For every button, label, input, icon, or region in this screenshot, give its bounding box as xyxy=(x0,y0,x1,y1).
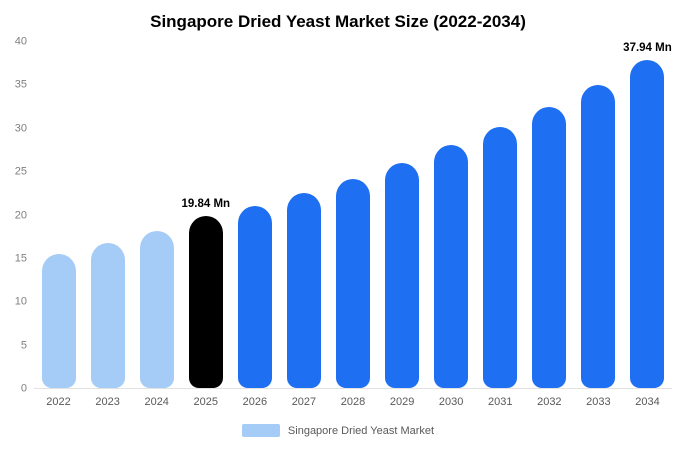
bar-2025 xyxy=(188,216,223,388)
plot-area: 19.84 Mn 37.94 Mn xyxy=(34,42,672,389)
bar-2026 xyxy=(237,206,272,388)
value-label: 19.84 Mn xyxy=(181,198,231,211)
x-axis-label: 2023 xyxy=(95,396,120,408)
bar-2033 xyxy=(581,85,616,388)
bar-column xyxy=(574,42,623,388)
bar-2028 xyxy=(336,178,370,388)
chart-title: Singapore Dried Yeast Market Size (2022-… xyxy=(150,12,526,31)
y-axis-tick-label: 35 xyxy=(14,78,27,91)
x-axis-label: 2022 xyxy=(46,396,71,408)
bar-column: 37.94 Mn xyxy=(623,42,672,388)
bar-2030 xyxy=(434,144,469,388)
bar-column xyxy=(525,42,574,388)
x-axis-label: 2028 xyxy=(340,396,366,408)
legend-swatch xyxy=(241,424,280,437)
bar-2029 xyxy=(385,163,420,388)
value-label: 37.94 Mn xyxy=(623,41,672,54)
x-axis-label: 2031 xyxy=(488,396,513,408)
x-axis-label: 2034 xyxy=(635,396,660,408)
x-axis-label: 2029 xyxy=(389,396,415,408)
x-axis: 2022 2023 2024 2025 2026 2027 2028 2029 2030 2031… xyxy=(34,389,672,408)
x-axis-label: 2033 xyxy=(586,396,611,408)
bar-2032 xyxy=(532,106,567,388)
bar-column xyxy=(328,42,377,388)
bar-2027 xyxy=(286,192,321,388)
x-axis-label: 2024 xyxy=(144,396,169,408)
bar-2031 xyxy=(483,126,518,388)
bar-column xyxy=(230,42,279,388)
x-axis-label: 2026 xyxy=(242,396,268,408)
y-axis-tick-label: 5 xyxy=(20,339,27,352)
bar-column: 19.84 Mn xyxy=(181,42,230,388)
y-axis-tick-label: 10 xyxy=(14,295,27,308)
bar-column xyxy=(34,42,83,388)
x-axis-label: 2027 xyxy=(291,396,317,408)
plot-row: 0 5 10 15 20 25 30 35 40 19.84 Mn 37.94 Mn xyxy=(4,36,672,394)
bar-2022 xyxy=(41,253,76,388)
y-axis-tick-label: 20 xyxy=(14,209,27,221)
y-axis-tick-label: 30 xyxy=(14,122,27,135)
y-axis-tick-label: 0 xyxy=(20,382,27,395)
bar-column xyxy=(427,42,476,388)
bar-column xyxy=(132,42,181,388)
x-axis-label: 2030 xyxy=(438,396,464,408)
bar-2024 xyxy=(139,231,174,388)
bar-2023 xyxy=(90,242,125,388)
x-axis-label: 2032 xyxy=(537,396,562,408)
bar-2034 xyxy=(630,59,665,388)
legend-label: Singapore Dried Yeast Market xyxy=(287,424,435,437)
bars-container: 19.84 Mn 37.94 Mn xyxy=(34,42,672,388)
bar-column xyxy=(83,42,132,388)
y-axis: 0 5 10 15 20 25 30 35 40 xyxy=(4,36,34,394)
y-axis-tick-label: 40 xyxy=(14,35,27,48)
legend: Singapore Dried Yeast Market xyxy=(4,424,672,437)
bar-column xyxy=(476,42,525,388)
bar-column xyxy=(279,42,328,388)
x-axis-label: 2025 xyxy=(193,396,219,408)
bar-column xyxy=(378,42,427,388)
y-axis-tick-label: 15 xyxy=(14,252,27,265)
y-axis-tick-label: 25 xyxy=(14,165,27,178)
